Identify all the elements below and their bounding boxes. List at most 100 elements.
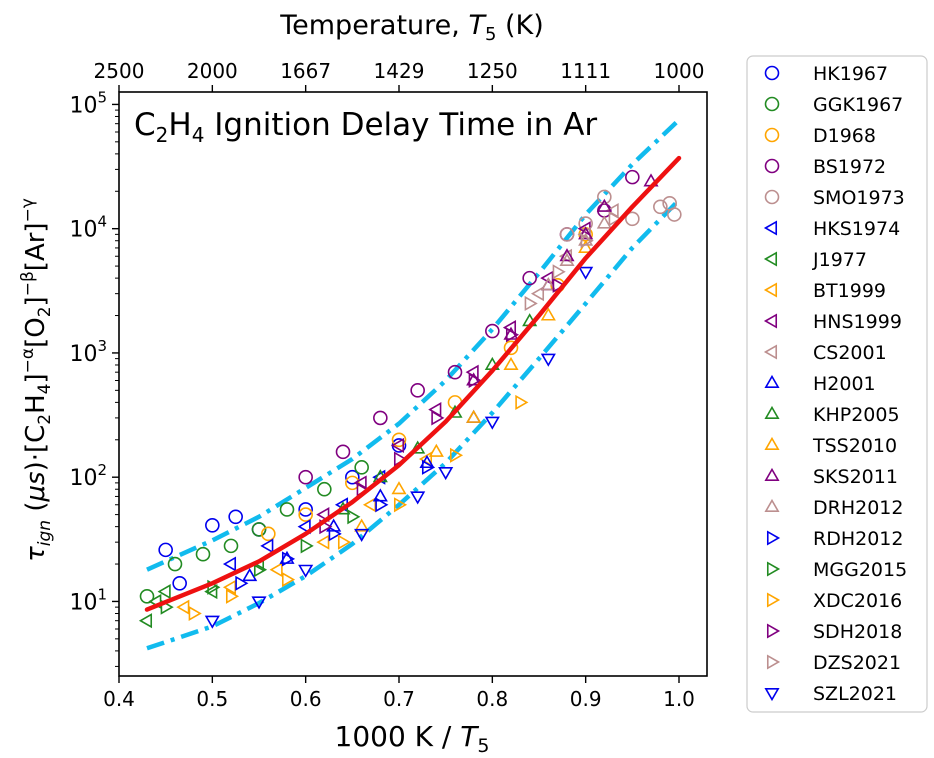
- data-point-bt1999: [222, 579, 237, 595]
- legend-marker-drh2012: [764, 498, 780, 513]
- data-point-drh2012: [559, 252, 575, 266]
- data-point-rdh2012: [421, 459, 436, 475]
- data-point-mgg2015: [347, 509, 361, 525]
- data-point-bt1999: [176, 599, 190, 615]
- data-point-hns1999: [316, 507, 330, 523]
- data-point-ggk1967: [279, 502, 295, 517]
- legend-marker-bs1972: [764, 158, 780, 174]
- plot-frame: [118, 91, 708, 677]
- x-tick-label: 0.9: [570, 687, 602, 711]
- data-point-bs1972: [485, 323, 500, 339]
- data-point-szl2021: [540, 353, 556, 367]
- data-point-h2001: [466, 409, 482, 423]
- legend-marker-ggk1967: [764, 96, 780, 112]
- legend: HK1967 GGK1967 D1968 BS1972 SMO1973 HKS1974 J1…: [763, 63, 907, 705]
- data-point-ggk1967: [354, 460, 369, 475]
- data-point-dzs2021: [524, 295, 538, 312]
- upper-bound-line: [146, 118, 681, 572]
- data-point-bs1972: [410, 383, 425, 398]
- data-point-smo1973: [667, 207, 682, 222]
- data-point-ggk1967: [167, 556, 183, 572]
- data-point-bs1972: [447, 364, 463, 380]
- y-tick-label: 105: [69, 88, 107, 118]
- data-point-hk1967: [228, 509, 243, 525]
- data-point-xdc2016: [281, 572, 296, 588]
- y-axis-label: τign (μs)·[C2H4]−α[O2]−β[Ar]−γ: [18, 198, 55, 562]
- legend-label: DZS2021: [813, 652, 901, 674]
- legend-marker-sks2011: [764, 467, 780, 482]
- legend-label: H2001: [813, 373, 876, 395]
- data-point-hks1974: [297, 519, 311, 535]
- data-point-bt1999: [316, 534, 330, 550]
- legend-item: D1968: [764, 125, 876, 147]
- top-tick-label: 1429: [374, 59, 425, 83]
- legend-item: GGK1967: [764, 94, 903, 116]
- legend-item: SDH2018: [766, 621, 902, 643]
- x-tick-label: 0.5: [196, 687, 228, 711]
- top-tick-label: 1000: [654, 59, 705, 83]
- x-tick-label: 0.7: [383, 687, 415, 711]
- legend-label: MGG2015: [813, 559, 907, 581]
- data-point-d1968: [345, 475, 360, 491]
- data-point-hns1999: [390, 437, 405, 454]
- data-point-tss2010: [503, 356, 519, 371]
- data-point-tss2010: [391, 481, 407, 495]
- data-point-rdh2012: [375, 497, 389, 513]
- data-point-xdc2016: [393, 497, 408, 513]
- data-point-szl2021: [354, 528, 370, 542]
- data-point-hk1967: [172, 575, 187, 591]
- data-point-dzs2021: [580, 233, 594, 249]
- data-point-j1977: [138, 613, 153, 629]
- data-point-hk1967: [158, 542, 173, 558]
- top-axis-label: Temperature, T5 (K): [279, 10, 544, 45]
- legend-label: KHP2005: [813, 404, 900, 426]
- data-point-drh2012: [540, 277, 556, 291]
- data-point-hks1974: [222, 556, 237, 572]
- fit-curve: [144, 155, 682, 612]
- legend-item: SKS2011: [764, 466, 898, 488]
- data-point-d1968: [261, 526, 276, 542]
- legend-box: [746, 55, 928, 713]
- x-axis-label: 1000 K / T5: [335, 720, 490, 757]
- data-point-ggk1967: [223, 538, 239, 554]
- top-tick-label: 2000: [187, 59, 238, 83]
- legend-item: HNS1999: [763, 311, 902, 333]
- data-point-mgg2015: [253, 562, 268, 578]
- x-tick-label: 0.6: [290, 687, 322, 711]
- legend-item: CS2001: [763, 342, 887, 364]
- data-point-sks2011: [559, 248, 575, 262]
- data-point-xdc2016: [515, 394, 529, 410]
- legend-label: SZL2021: [813, 683, 897, 705]
- data-point-drh2012: [596, 215, 612, 229]
- y-tick-label: 103: [69, 337, 107, 367]
- legend-marker-khp2005: [764, 405, 780, 420]
- data-point-hk1967: [298, 502, 313, 517]
- legend-label: BT1999: [813, 280, 886, 302]
- data-point-szl2021: [204, 615, 220, 629]
- x-tick-label: 1.0: [663, 687, 695, 711]
- legend-item: DZS2021: [766, 652, 901, 674]
- data-point-sks2011: [578, 226, 594, 240]
- data-point-dzs2021: [608, 211, 622, 227]
- legend-item: BS1972: [764, 156, 886, 178]
- legend-marker-d1968: [764, 127, 780, 143]
- data-point-tss2010: [540, 307, 556, 321]
- legend-label: GGK1967: [813, 94, 903, 116]
- data-point-xdc2016: [225, 588, 240, 604]
- data-point-bs1972: [335, 444, 351, 460]
- legend-item: MGG2015: [766, 559, 907, 581]
- legend-label: SMO1973: [813, 187, 905, 209]
- data-point-tss2010: [428, 443, 444, 457]
- legend-item: XDC2016: [766, 590, 902, 612]
- legend-label: TSS2010: [812, 435, 897, 457]
- top-tick-label: 1111: [560, 59, 611, 83]
- fit-curve-layer: [144, 155, 682, 612]
- data-point-tss2010: [354, 518, 370, 532]
- data-point-bt1999: [362, 497, 377, 513]
- legend-label: BS1972: [813, 156, 886, 178]
- data-point-sdh2018: [431, 410, 445, 426]
- data-point-mgg2015: [300, 538, 314, 554]
- x-tick-label: 0.4: [103, 687, 135, 711]
- legend-label: SKS2011: [813, 466, 898, 488]
